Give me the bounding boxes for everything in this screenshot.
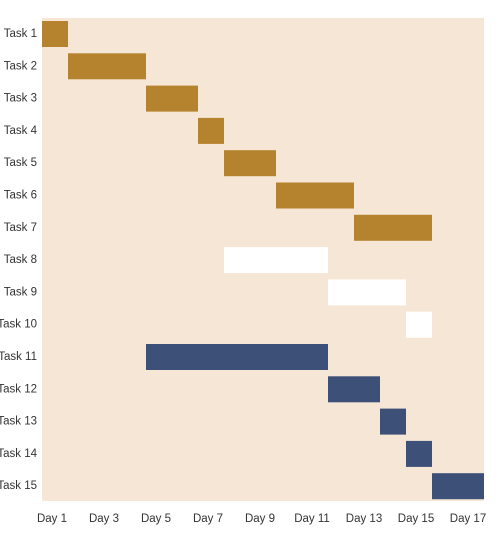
task-label: Task 3 xyxy=(4,93,37,105)
x-tick-label: Day 11 xyxy=(294,513,330,525)
task-label: Task 4 xyxy=(4,125,38,137)
x-tick-label: Day 1 xyxy=(37,513,67,525)
task-label: Task 15 xyxy=(0,480,37,492)
task-bar xyxy=(146,344,328,370)
x-axis-labels: Day 1 Day 3 Day 5 Day 7 Day 9 Day 11 Day 13 Day… xyxy=(37,513,486,525)
y-axis-labels: Task 1 Task 2 Task 3 Task 4 Task 5 Task 6 Task… xyxy=(0,28,38,492)
task-bar xyxy=(380,408,406,435)
task-bar xyxy=(328,279,406,306)
task-label: Task 7 xyxy=(4,222,37,234)
task-label: Task 14 xyxy=(0,448,38,460)
task-bar xyxy=(42,21,68,47)
task-label: Task 11 xyxy=(0,351,37,363)
task-label: Task 9 xyxy=(4,286,37,298)
bars-layer xyxy=(42,21,484,500)
task-bar xyxy=(354,214,432,241)
task-label: Task 5 xyxy=(4,157,37,169)
task-bar xyxy=(406,440,432,467)
task-bar xyxy=(68,53,146,80)
task-label: Task 10 xyxy=(0,319,37,331)
task-bar xyxy=(406,311,432,338)
x-tick-label: Day 15 xyxy=(398,513,434,525)
task-label: Task 8 xyxy=(4,254,37,266)
x-tick-label: Day 9 xyxy=(245,513,275,525)
task-label: Task 2 xyxy=(4,60,37,72)
task-bar xyxy=(432,473,484,500)
task-label: Task 13 xyxy=(0,416,37,428)
x-tick-label: Day 13 xyxy=(346,513,382,525)
x-tick-label: Day 7 xyxy=(193,513,223,525)
task-label: Task 6 xyxy=(4,190,37,202)
task-bar xyxy=(276,182,354,209)
task-bar xyxy=(224,150,276,177)
task-bar xyxy=(328,376,380,403)
task-bar xyxy=(224,247,328,274)
task-bar xyxy=(198,117,224,144)
x-tick-label: Day 3 xyxy=(89,513,119,525)
task-label: Task 12 xyxy=(0,383,37,395)
x-tick-label: Day 17 xyxy=(450,513,486,525)
x-tick-label: Day 5 xyxy=(141,513,171,525)
task-bar xyxy=(146,85,198,112)
task-label: Task 1 xyxy=(4,28,37,40)
